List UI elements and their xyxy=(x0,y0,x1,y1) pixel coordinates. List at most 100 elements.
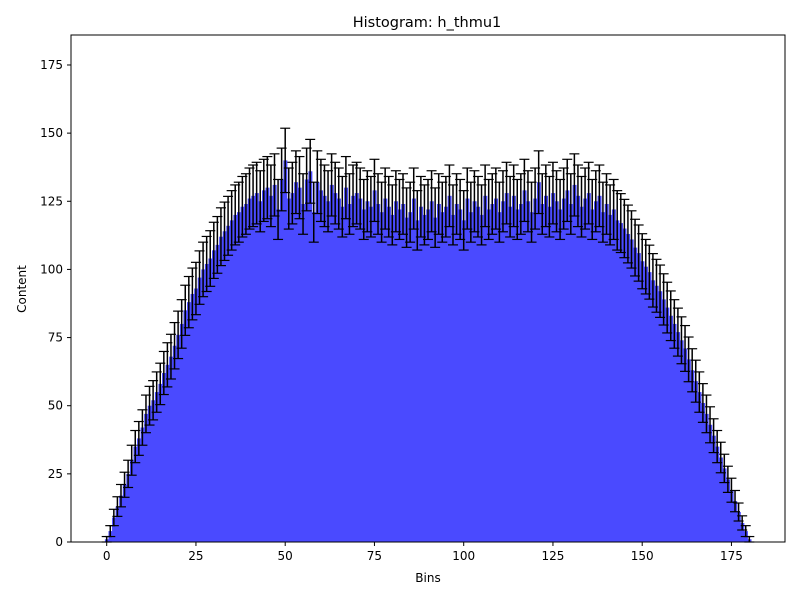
histogram-bar xyxy=(511,195,516,543)
histogram-bar xyxy=(701,402,706,542)
histogram-bar xyxy=(279,179,284,542)
histogram-bar xyxy=(572,184,577,542)
histogram-bar xyxy=(486,209,491,543)
histogram-bar xyxy=(351,195,356,543)
y-tick-label: 175 xyxy=(40,58,63,72)
histogram-bar xyxy=(247,198,252,542)
histogram-bar xyxy=(472,201,477,542)
histogram-bar xyxy=(594,201,598,542)
histogram-bar xyxy=(718,457,723,542)
histogram-bar xyxy=(219,236,224,543)
histogram-bar xyxy=(158,383,163,542)
histogram-bar xyxy=(643,266,648,542)
histogram-bar xyxy=(233,214,238,542)
histogram-bar xyxy=(497,212,502,542)
histogram-bar xyxy=(665,307,670,542)
histogram-bar xyxy=(544,195,548,543)
histogram-bar xyxy=(633,247,638,542)
histogram-bar xyxy=(340,206,345,542)
histogram-bar xyxy=(436,204,441,542)
histogram-bar xyxy=(394,201,399,542)
histogram-bar xyxy=(729,490,734,542)
histogram-bar xyxy=(740,522,745,542)
histogram-bar xyxy=(283,160,288,543)
histogram-bar xyxy=(237,212,241,542)
histogram-bar xyxy=(636,253,641,542)
histogram-bar xyxy=(269,195,274,543)
histogram-bar xyxy=(212,250,216,542)
y-tick-label: 150 xyxy=(40,126,63,140)
histogram-bar xyxy=(476,206,481,542)
x-tick-label: 100 xyxy=(452,549,475,563)
histogram-bar xyxy=(597,195,602,543)
y-tick-label: 50 xyxy=(48,399,63,413)
histogram-bar xyxy=(626,233,631,542)
histogram-bar xyxy=(336,198,341,542)
histogram-bar xyxy=(711,435,716,542)
histogram-bar xyxy=(522,190,527,542)
histogram-bar xyxy=(683,348,688,542)
histogram-bar xyxy=(604,204,609,542)
histogram-bar xyxy=(144,413,149,542)
histogram-bar xyxy=(415,220,420,542)
histogram-bar xyxy=(722,468,727,542)
histogram-bar xyxy=(661,299,666,542)
histogram-bar xyxy=(404,217,409,542)
x-tick-label: 150 xyxy=(631,549,654,563)
histogram-bar xyxy=(419,206,424,542)
histogram-bar xyxy=(611,209,616,543)
histogram-bar xyxy=(561,198,566,542)
histogram-bar xyxy=(358,198,363,542)
histogram-bar xyxy=(447,195,452,543)
histogram-bar xyxy=(204,263,209,542)
bars-group xyxy=(104,160,752,543)
histogram-bar xyxy=(344,187,349,543)
histogram-bar xyxy=(454,204,459,542)
histogram-bar xyxy=(508,206,513,542)
histogram-bar xyxy=(679,340,684,542)
histogram-bar xyxy=(697,392,702,542)
histogram-bar xyxy=(258,201,263,542)
histogram-bar xyxy=(576,195,581,543)
y-tick-label: 25 xyxy=(48,467,63,481)
chart-title: Histogram: h_thmu1 xyxy=(353,15,502,31)
histogram-bar xyxy=(151,400,156,542)
histogram-bar xyxy=(390,214,395,542)
histogram-bar xyxy=(379,212,384,542)
histogram-bar xyxy=(501,201,506,542)
histogram-bar xyxy=(590,209,595,543)
histogram-bar xyxy=(515,209,520,543)
histogram-bar xyxy=(215,244,220,543)
y-axis-ticks: 0 25 50 75 100 125 150 175 xyxy=(40,58,71,549)
histogram-bar xyxy=(251,195,256,543)
y-tick-label: 125 xyxy=(40,194,63,208)
histogram-bar xyxy=(126,473,131,542)
histogram-bar xyxy=(365,201,370,542)
histogram-bar xyxy=(658,291,663,542)
histogram-bar xyxy=(261,190,266,542)
histogram-bar xyxy=(226,225,231,542)
histogram-bar xyxy=(294,182,299,542)
histogram-bar xyxy=(726,479,731,542)
histogram-bar xyxy=(140,427,145,542)
histogram-bar xyxy=(372,190,377,542)
histogram-bar xyxy=(504,193,509,542)
histogram-bar xyxy=(479,214,484,542)
histogram-bar xyxy=(547,206,552,542)
histogram-bar xyxy=(601,212,606,542)
x-tick-label: 0 xyxy=(103,549,111,563)
histogram-bar xyxy=(490,204,495,542)
histogram-bar xyxy=(304,179,309,542)
histogram-bar xyxy=(162,373,167,542)
x-tick-label: 125 xyxy=(541,549,564,563)
x-tick-label: 50 xyxy=(278,549,293,563)
histogram-bar xyxy=(686,359,691,542)
histogram-bar xyxy=(361,209,366,543)
histogram-bar xyxy=(122,484,127,542)
histogram-bar xyxy=(147,405,152,542)
histogram-bar xyxy=(329,184,334,542)
plot-frame xyxy=(70,34,786,543)
histogram-bar xyxy=(422,214,427,542)
histogram-bar xyxy=(179,323,184,542)
histogram-bar xyxy=(536,182,541,542)
